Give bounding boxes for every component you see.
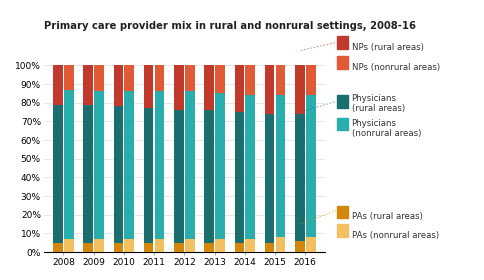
Bar [83, 65, 93, 104]
Bar [174, 110, 183, 243]
Bar [294, 65, 304, 114]
Bar [245, 65, 255, 95]
Bar [83, 104, 93, 243]
Bar [94, 65, 104, 92]
Bar [143, 65, 153, 108]
Bar [234, 243, 243, 252]
Bar [64, 239, 74, 252]
Bar [143, 108, 153, 243]
Bar [113, 65, 123, 106]
Bar [53, 104, 62, 243]
Bar [204, 110, 213, 243]
Bar [275, 95, 285, 237]
Bar [215, 93, 225, 239]
Bar [154, 239, 164, 252]
Bar [94, 92, 104, 239]
Bar [94, 239, 104, 252]
Bar [83, 243, 93, 252]
Bar [113, 243, 123, 252]
Bar [64, 90, 74, 239]
Bar [154, 92, 164, 239]
Bar [184, 92, 194, 239]
Text: PAs (rural areas): PAs (rural areas) [351, 213, 422, 221]
Bar [174, 243, 183, 252]
Bar [53, 243, 62, 252]
Bar [275, 65, 285, 95]
Bar [124, 65, 134, 92]
Bar [234, 65, 243, 112]
Bar [275, 237, 285, 252]
Bar [245, 95, 255, 239]
Bar [234, 112, 243, 243]
Bar [264, 114, 274, 243]
Text: PAs (nonrural areas): PAs (nonrural areas) [351, 231, 438, 240]
Bar [294, 114, 304, 241]
Bar [245, 239, 255, 252]
Bar [154, 65, 164, 92]
Bar [305, 95, 315, 237]
Bar [204, 243, 213, 252]
Text: Primary care provider mix in rural and nonrural settings, 2008-16: Primary care provider mix in rural and n… [44, 21, 415, 31]
Text: NPs (rural areas): NPs (rural areas) [351, 43, 423, 52]
Bar [215, 239, 225, 252]
Bar [184, 239, 194, 252]
Bar [53, 65, 62, 104]
Bar [124, 239, 134, 252]
Text: Physicians
(nonrural areas): Physicians (nonrural areas) [351, 119, 420, 139]
Bar [204, 65, 213, 110]
Bar [124, 92, 134, 239]
Text: Physicians
(rural areas): Physicians (rural areas) [351, 94, 404, 113]
Bar [184, 65, 194, 92]
Bar [305, 65, 315, 95]
Bar [264, 243, 274, 252]
Bar [113, 106, 123, 243]
Bar [294, 241, 304, 252]
Bar [305, 237, 315, 252]
Bar [64, 65, 74, 90]
Bar [264, 65, 274, 114]
Text: NPs (nonrural areas): NPs (nonrural areas) [351, 63, 439, 72]
Bar [143, 243, 153, 252]
Bar [215, 65, 225, 93]
Bar [174, 65, 183, 110]
